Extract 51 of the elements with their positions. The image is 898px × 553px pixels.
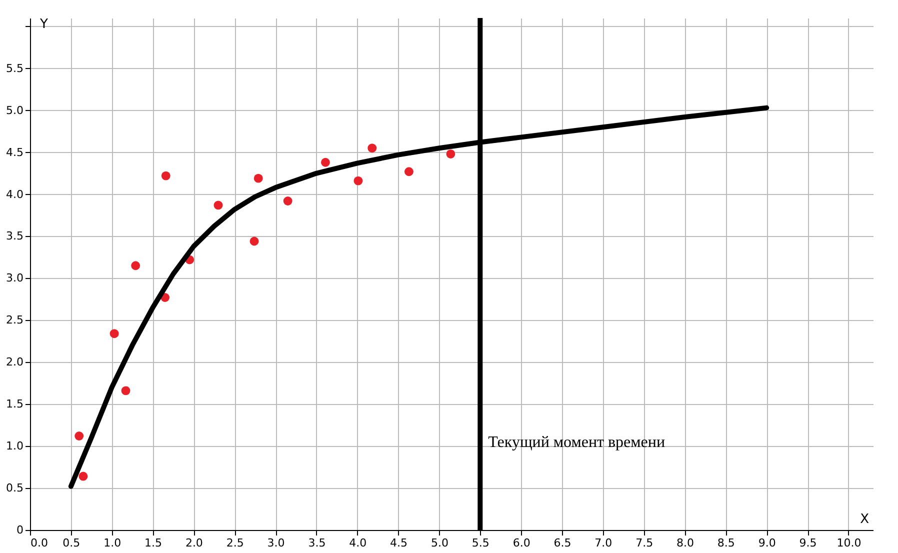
point xyxy=(131,261,140,270)
x-tick-label: 1.0 xyxy=(104,536,122,550)
point xyxy=(74,432,84,440)
y-tick-label: 5.5 xyxy=(6,62,24,75)
x-tick-label: 5.5 xyxy=(472,536,490,550)
x-tick-label: 5.0 xyxy=(430,536,448,550)
x-tick-label: 0.0 xyxy=(30,536,48,550)
x-tick-label: 1.5 xyxy=(144,536,162,550)
y-tick-label: 4.0 xyxy=(6,188,24,201)
x-tick-label: 6.0 xyxy=(512,536,530,550)
x-tick-label: 8.5 xyxy=(717,536,735,550)
x-tick-label: 7.0 xyxy=(594,536,612,550)
x-tick-label: 7.5 xyxy=(636,536,654,550)
x-tick-label: 9.0 xyxy=(758,536,776,550)
y-tick-label: 0 xyxy=(16,524,24,536)
point xyxy=(110,329,119,338)
x-axis-title: X xyxy=(860,512,870,527)
x-tick-label: 9.5 xyxy=(799,536,817,550)
point xyxy=(254,174,263,183)
y-tick-label: 2.0 xyxy=(6,356,24,369)
x-tick-label: 6.5 xyxy=(554,536,572,550)
x-tick-label: 3.0 xyxy=(267,536,285,550)
point xyxy=(368,144,377,153)
point xyxy=(283,196,292,206)
x-tick-label: 10.0 xyxy=(836,536,862,550)
y-tick-label: 5.0 xyxy=(6,104,24,117)
y-tick-label: 4.5 xyxy=(6,146,24,159)
point xyxy=(121,386,130,396)
y-tick-label: 3.5 xyxy=(6,230,24,243)
point xyxy=(446,150,456,158)
x-tick-label: 4.0 xyxy=(349,536,367,550)
x-tick-label: 8.0 xyxy=(676,536,694,550)
x-tick-label: 4.5 xyxy=(390,536,408,550)
point xyxy=(404,167,414,176)
point xyxy=(161,171,170,180)
x-tick-label: 2.0 xyxy=(185,536,203,550)
y-tick-label: 0.5 xyxy=(6,482,24,495)
y-tick-label: 2.5 xyxy=(6,314,24,327)
y-axis-title: Y xyxy=(39,17,48,32)
x-tick-label: 2.5 xyxy=(226,536,244,550)
y-tick-label: 1.0 xyxy=(6,440,24,453)
point xyxy=(214,200,223,210)
y-tick-label: 3.0 xyxy=(6,272,24,285)
point xyxy=(354,176,363,186)
y-tick-label: 1.5 xyxy=(6,398,24,411)
point xyxy=(78,472,88,481)
x-tick-label: 3.5 xyxy=(308,536,326,550)
point xyxy=(250,236,259,246)
ref-line-label: Текущий момент времени xyxy=(488,434,666,451)
x-tick-label: 0.5 xyxy=(62,536,80,550)
point xyxy=(320,158,330,167)
